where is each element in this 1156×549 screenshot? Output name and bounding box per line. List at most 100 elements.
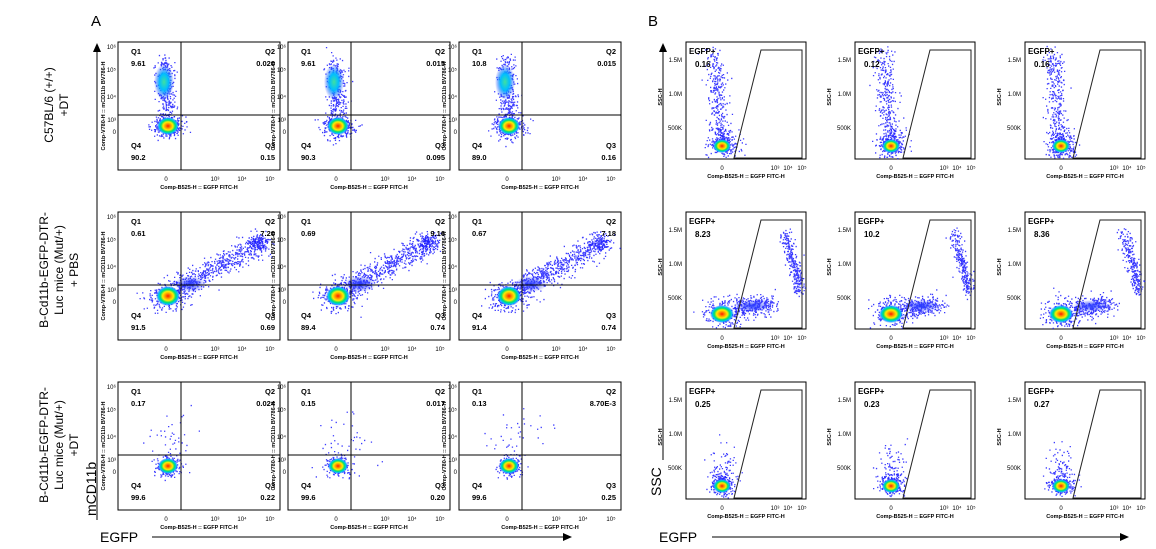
gate-label: EGFP+ bbox=[1028, 387, 1055, 396]
y-tick-label: 10⁶ bbox=[107, 384, 117, 391]
y-tick-label: 10³ bbox=[448, 118, 457, 124]
gate-value: 0.23 bbox=[864, 400, 880, 409]
x-tick-label: 10³ bbox=[771, 336, 780, 342]
cd11b-density bbox=[154, 64, 174, 100]
q3-value: 0.16 bbox=[601, 153, 616, 162]
y-tick-label: 1.0M bbox=[1008, 262, 1021, 268]
egfp-density bbox=[734, 300, 770, 312]
y-axis-label: SSC-H bbox=[827, 428, 833, 445]
q3-label: Q3 bbox=[435, 481, 445, 490]
q2-label: Q2 bbox=[435, 47, 445, 56]
row-label-2-line-3: + PBS bbox=[67, 253, 81, 287]
panel-label-a: A bbox=[91, 13, 101, 30]
gate-label: EGFP+ bbox=[689, 217, 716, 226]
y-tick-label: 10⁴ bbox=[277, 434, 287, 441]
gate-value: 10.2 bbox=[864, 230, 880, 239]
y-tick-label: 0 bbox=[454, 130, 458, 136]
q3-label: Q3 bbox=[265, 141, 275, 150]
q2-label: Q2 bbox=[606, 217, 616, 226]
b-plot-r1-c3: EGFP+ 0.16 1.5M 1.0M 500K 0 10³ 10⁴ 10⁵ Comp-B525… bbox=[997, 41, 1146, 180]
q1-value: 9.61 bbox=[301, 59, 316, 68]
ssc-high-events bbox=[869, 46, 905, 146]
y-tick-label: 500K bbox=[837, 126, 851, 132]
q1-label: Q1 bbox=[301, 387, 311, 396]
q4-label: Q4 bbox=[472, 141, 483, 150]
x-tick-label: 10⁴ bbox=[952, 165, 962, 172]
q2-value: 9.16 bbox=[430, 229, 445, 238]
y-tick-label: 10⁴ bbox=[448, 434, 458, 441]
plot-frame bbox=[1024, 381, 1146, 500]
q3-value: 0.74 bbox=[430, 323, 445, 332]
x-tick-label: 0 bbox=[334, 347, 338, 353]
egfp-gate bbox=[902, 389, 972, 499]
main-density bbox=[882, 479, 900, 493]
main-density bbox=[1049, 305, 1073, 323]
y-axis-label: SSC-H bbox=[658, 88, 664, 105]
egfp-events bbox=[1067, 290, 1120, 325]
y-tick-label: 10⁶ bbox=[107, 44, 117, 51]
y-tick-label: 10⁵ bbox=[277, 237, 287, 244]
x-tick-label: 0 bbox=[164, 177, 168, 183]
q2-label: Q2 bbox=[265, 387, 275, 396]
q4-value: 90.3 bbox=[301, 153, 316, 162]
q4-label: Q4 bbox=[301, 141, 312, 150]
main-density bbox=[156, 286, 180, 306]
q2-value: 0.024 bbox=[256, 399, 276, 408]
x-tick-label: 10⁵ bbox=[966, 335, 976, 342]
x-tick-label: 0 bbox=[505, 347, 509, 353]
plot-frame bbox=[287, 41, 451, 171]
x-tick-label: 0 bbox=[1059, 336, 1063, 342]
y-tick-label: 1.0M bbox=[838, 92, 851, 98]
y-tick-label: 1.5M bbox=[1008, 398, 1021, 404]
gate-value: 0.25 bbox=[695, 400, 711, 409]
y-tick-label: 1.5M bbox=[669, 228, 682, 234]
y-tick-label: 500K bbox=[668, 126, 682, 132]
q3-value: 0.25 bbox=[601, 493, 616, 502]
b-x-outer-label: EGFP bbox=[659, 529, 697, 545]
x-tick-label: 10⁵ bbox=[1136, 505, 1146, 512]
y-tick-label: 10⁶ bbox=[277, 384, 287, 391]
q2-value: 7.20 bbox=[260, 229, 275, 238]
q4-label: Q4 bbox=[131, 481, 142, 490]
egfp-high-ssc-events-2 bbox=[952, 258, 975, 301]
x-tick-label: 10⁴ bbox=[783, 335, 793, 342]
a-plot-r1-c1: Q1 9.61 Q2 0.020 Q3 0.15 Q4 90.2 10⁶ 10⁵ 10⁴ 10³ 0 0 1… bbox=[101, 41, 281, 191]
y-axis-label: SSC-H bbox=[658, 428, 664, 445]
plot-frame bbox=[1024, 41, 1146, 160]
q1-label: Q1 bbox=[472, 387, 482, 396]
x-axis-label: Comp-B525-H :: EGFP FITC-H bbox=[876, 174, 954, 180]
egfp-high-ssc-events-2 bbox=[789, 254, 806, 298]
x-tick-label: 10³ bbox=[771, 166, 780, 172]
x-tick-label: 10⁵ bbox=[265, 176, 275, 183]
x-tick-label: 10⁵ bbox=[797, 505, 807, 512]
y-tick-label: 10⁴ bbox=[448, 264, 458, 271]
q3-label: Q3 bbox=[606, 311, 616, 320]
x-tick-label: 10⁴ bbox=[237, 516, 247, 523]
y-tick-label: 10⁵ bbox=[448, 67, 458, 74]
q4-label: Q4 bbox=[472, 311, 483, 320]
y-axis-label: Comp-V780-H :: mCD11b BV786-H bbox=[271, 232, 277, 321]
egfp-high-ssc-events-1 bbox=[1116, 228, 1137, 267]
y-tick-label: 10³ bbox=[107, 288, 116, 294]
x-tick-label: 10⁵ bbox=[1136, 165, 1146, 172]
b-y-outer-label: SSC bbox=[648, 467, 664, 496]
y-tick-label: 10⁵ bbox=[107, 237, 117, 244]
x-tick-label: 10³ bbox=[381, 517, 390, 523]
x-tick-label: 0 bbox=[334, 517, 338, 523]
a-plot-r1-c2: Q1 9.61 Q2 0.015 Q3 0.095 Q4 90.3 10⁶ 10⁵ 10⁴ 10³ 0 0… bbox=[271, 41, 451, 191]
y-tick-label: 1.0M bbox=[1008, 92, 1021, 98]
q1-value: 9.61 bbox=[131, 59, 146, 68]
gate-value: 0.27 bbox=[1034, 400, 1050, 409]
q2-value: 0.015 bbox=[597, 59, 616, 68]
y-tick-label: 10⁶ bbox=[107, 214, 117, 221]
y-tick-label: 1.5M bbox=[838, 398, 851, 404]
row-label-3-line-3: +DT bbox=[67, 433, 81, 457]
main-density bbox=[328, 458, 348, 474]
x-axis-label: Comp-B525-H :: EGFP FITC-H bbox=[330, 525, 408, 531]
a-plot-r2-c2: Q1 0.69 Q2 9.16 Q3 0.74 Q4 89.4 10⁶ 10⁵ 10⁴ 10³ 0 0 10… bbox=[271, 211, 451, 361]
y-tick-label: 0 bbox=[283, 130, 287, 136]
plot-frame bbox=[854, 381, 976, 500]
x-tick-label: 10³ bbox=[381, 347, 390, 353]
x-tick-label: 10⁴ bbox=[237, 176, 247, 183]
plot-frame bbox=[458, 41, 622, 171]
